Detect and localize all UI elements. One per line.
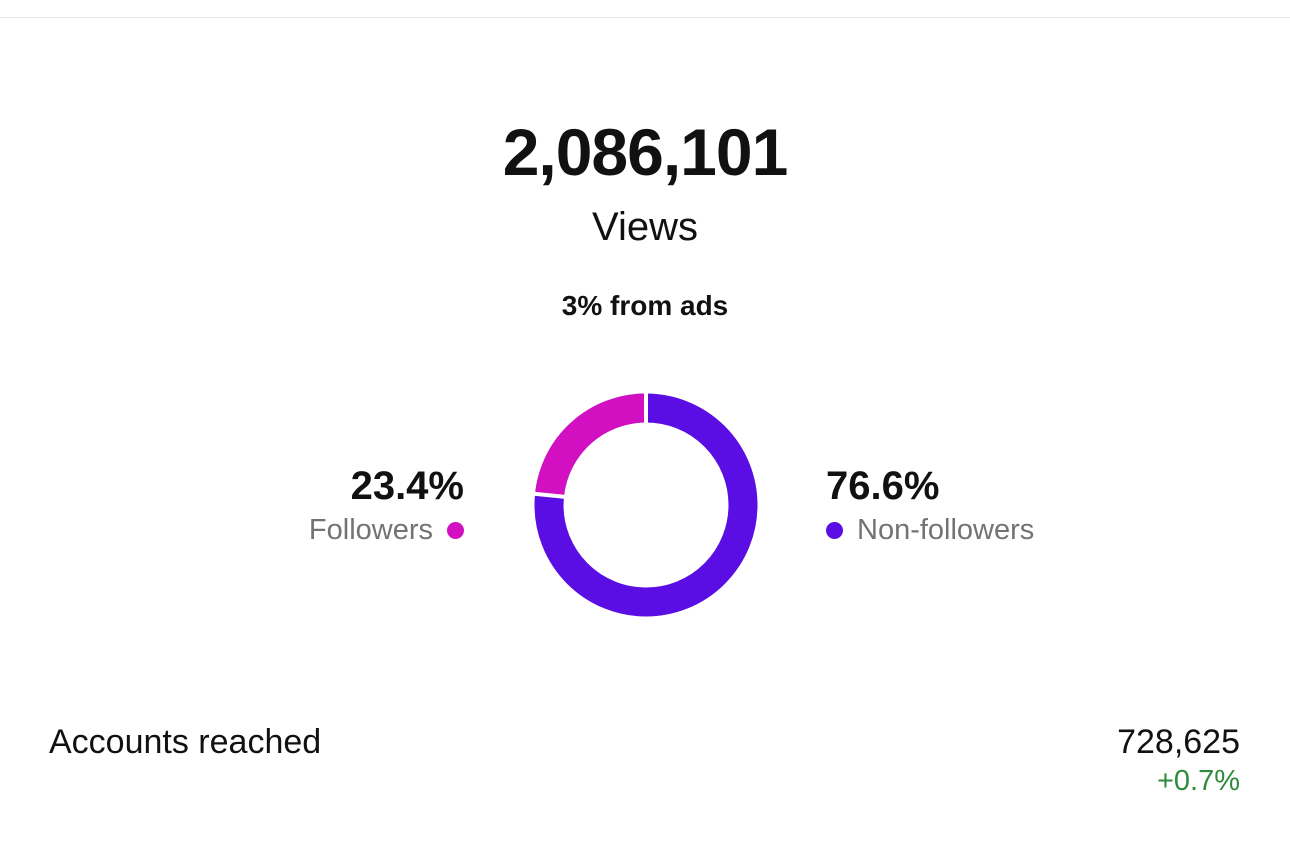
non-followers-dot-icon — [826, 521, 843, 539]
followers-label: Followers — [308, 514, 433, 546]
segment-gap-side — [534, 491, 566, 499]
accounts-reached-change: +0.7% — [1156, 765, 1240, 797]
non-followers-label: Non-followers — [857, 514, 1035, 546]
accounts-reached-label: Accounts reached — [49, 723, 322, 761]
accounts-reached-value: 728,625 — [1117, 723, 1240, 761]
views-count: 2,086,101 — [502, 115, 789, 189]
followers-legend: 23.4% Followers — [309, 460, 464, 548]
audience-donut-chart — [534, 393, 758, 617]
non-followers-percent: 76.6% — [826, 464, 940, 508]
ads-percentage-note: 3% from ads — [561, 290, 729, 321]
followers-percent: 23.4% — [350, 464, 464, 508]
non-followers-legend: 76.6% Non-followers — [826, 460, 1034, 548]
followers-dot-icon — [447, 521, 464, 539]
views-label: Views — [592, 205, 698, 249]
top-divider — [0, 17, 1290, 18]
